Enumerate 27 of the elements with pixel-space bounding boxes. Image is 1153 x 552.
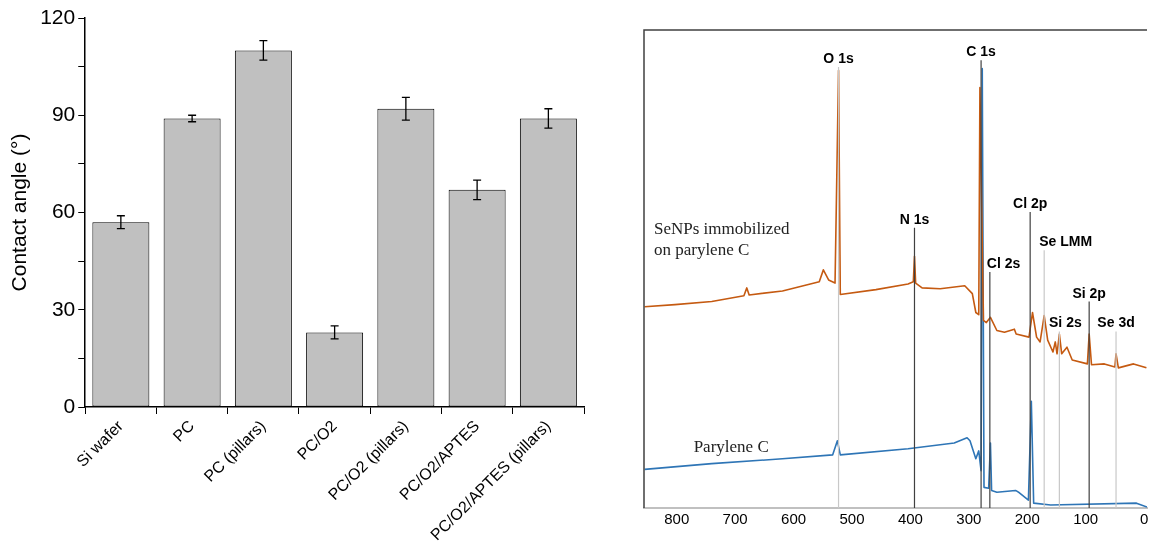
y-tick-label: 120: [40, 4, 76, 28]
ref-line-label: Se LMM: [1039, 233, 1093, 250]
x-tick-label: 0: [1139, 510, 1149, 528]
series-label: Parylene C: [693, 436, 769, 456]
x-tick-label: PC: [169, 417, 198, 445]
x-tick-label: 200: [1014, 510, 1040, 528]
y-tick-label: 30: [51, 296, 76, 320]
ref-line-label: O 1s: [823, 49, 854, 66]
ref-line-label: Cl 2p: [1013, 194, 1048, 211]
x-tick-label: 500: [839, 510, 865, 528]
ref-line-label: N 1s: [899, 210, 930, 227]
ref-line-label: C 1s: [966, 43, 997, 60]
ref-line-label: Cl 2s: [986, 255, 1021, 272]
ref-line-label: Se 3d: [1097, 314, 1135, 331]
y-tick-label: 60: [51, 199, 76, 223]
x-tick-label: 800: [664, 510, 690, 528]
y-tick-label: 0: [63, 393, 76, 417]
x-tick-label: 600: [781, 510, 807, 528]
y-tick-label: 90: [51, 102, 76, 126]
ref-line-label: Si 2p: [1072, 284, 1106, 301]
x-tick-label: 300: [956, 510, 982, 528]
x-tick-label: 100: [1073, 510, 1099, 528]
ref-line-label: Si 2s: [1049, 314, 1082, 331]
x-tick-label: 400: [897, 510, 923, 528]
series-label: SeNPs immobilized on parylene C: [653, 219, 790, 260]
x-tick-label: 700: [722, 510, 748, 528]
y-axis-title: Contact angle (°): [7, 133, 31, 292]
